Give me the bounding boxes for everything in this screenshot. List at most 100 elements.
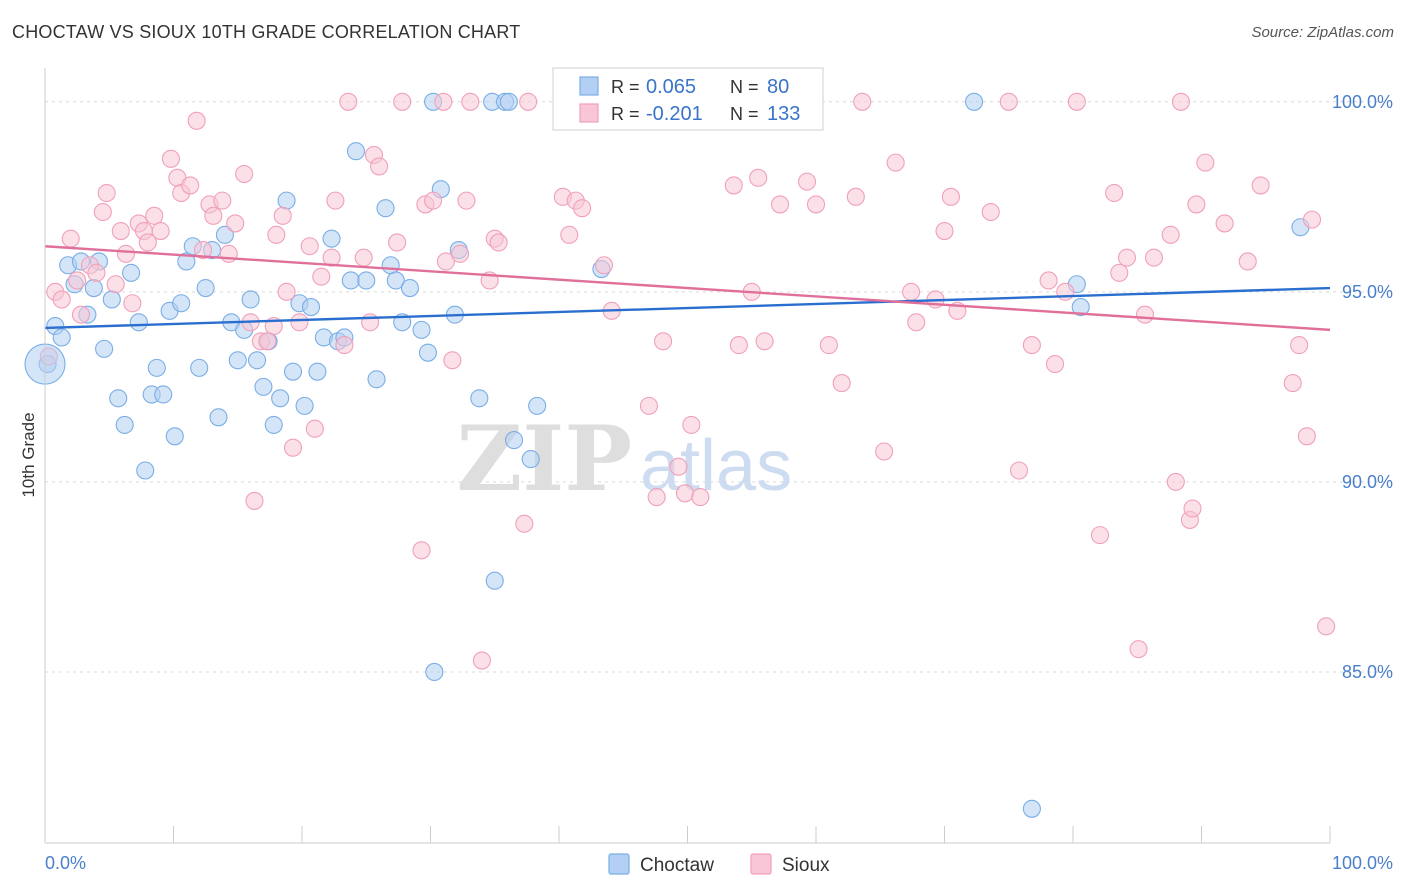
sioux-point	[1105, 183, 1124, 203]
sioux-point	[1215, 214, 1234, 233]
choctaw-point	[129, 313, 148, 332]
choctaw-point	[400, 279, 419, 298]
x-tick-label: 100.0%	[1332, 853, 1393, 873]
sioux-point	[461, 92, 480, 111]
choctaw-point	[122, 263, 141, 282]
sioux-point	[853, 92, 872, 111]
legend-n-label: N =	[730, 104, 759, 124]
choctaw-point	[190, 358, 209, 377]
sioux-point	[1183, 499, 1202, 518]
sioux-point	[354, 248, 373, 267]
sioux-point	[489, 233, 508, 252]
sioux-point	[472, 651, 491, 670]
sioux-point	[393, 92, 412, 111]
sioux-point	[1196, 153, 1215, 172]
choctaw-point	[485, 571, 504, 590]
sioux-point	[902, 282, 921, 301]
choctaw-point	[1022, 799, 1041, 818]
sioux-point	[219, 244, 238, 263]
watermark-atlas: atlas	[640, 426, 792, 506]
sioux-point	[806, 195, 826, 214]
legend-swatch	[579, 103, 599, 123]
watermark: ZIP atlas	[457, 406, 793, 512]
sioux-point	[145, 206, 164, 225]
trend-layer	[44, 245, 1331, 332]
sioux-point	[755, 332, 774, 351]
sioux-point	[116, 244, 136, 263]
legend-n-label: N =	[730, 77, 759, 97]
choctaw-point	[215, 225, 234, 244]
sioux-point	[181, 176, 200, 195]
choctaw-point	[177, 252, 196, 271]
sioux-point	[654, 332, 673, 351]
sioux-point	[1166, 472, 1185, 491]
choctaw-point	[102, 290, 121, 309]
choctaw-point	[521, 450, 540, 469]
choctaw-point	[301, 298, 321, 317]
choctaw-point	[52, 328, 71, 347]
sioux-point	[729, 336, 748, 355]
sioux-point	[388, 233, 407, 252]
sioux-point	[1238, 252, 1257, 271]
sioux-point	[226, 214, 245, 233]
sioux-point	[151, 221, 170, 241]
choctaw-point	[308, 362, 327, 381]
choctaw-legend-swatch	[608, 853, 630, 875]
sioux-point	[749, 168, 768, 187]
sioux-point	[639, 396, 659, 415]
sioux-point	[1090, 526, 1110, 545]
sioux-point	[886, 153, 905, 172]
sioux-point	[97, 183, 116, 203]
legend-r-value: -0.201	[646, 103, 703, 125]
choctaw-point	[499, 92, 518, 111]
choctaw-point	[95, 339, 114, 358]
sioux-point	[797, 172, 817, 191]
sioux-point	[68, 271, 87, 290]
sioux-point	[1135, 305, 1155, 324]
choctaw-point	[277, 191, 296, 210]
choctaw-point	[357, 271, 376, 290]
choctaw-point	[109, 389, 128, 408]
legend-swatch	[579, 76, 599, 96]
legend-r-label: R =	[611, 77, 640, 97]
sioux-point	[412, 541, 431, 560]
choctaw-point	[1071, 298, 1090, 317]
legend: R = 0.065 N = 80 R = -0.201 N = 133	[552, 67, 824, 131]
sioux-point	[675, 484, 694, 503]
chart-title: CHOCTAW VS SIOUX 10TH GRADE CORRELATION …	[12, 22, 521, 42]
choctaw-point	[196, 279, 215, 298]
sioux-point	[691, 488, 710, 507]
sioux-point	[283, 438, 303, 457]
sioux-point	[52, 290, 71, 309]
sioux-point	[999, 92, 1018, 111]
sioux-point	[1161, 225, 1180, 244]
sioux-point	[204, 206, 223, 225]
choctaw-point	[264, 415, 283, 434]
sioux-point	[724, 176, 743, 195]
sioux-point	[300, 237, 319, 256]
choctaw-legend-label: Choctaw	[640, 855, 714, 876]
sioux-legend-swatch	[750, 853, 772, 875]
legend-r-label: R =	[611, 104, 640, 124]
sioux-point	[273, 206, 292, 225]
sioux-point	[594, 256, 614, 275]
choctaw-point	[271, 389, 290, 408]
sioux-point	[187, 111, 206, 130]
sioux-point	[138, 233, 157, 252]
sioux-point	[322, 248, 341, 267]
sioux-point	[846, 187, 865, 206]
choctaw-point	[247, 351, 267, 370]
sioux-point	[245, 491, 264, 510]
choctaw-point	[367, 370, 386, 389]
choctaw-point	[147, 358, 166, 377]
sioux-point	[123, 294, 142, 313]
sioux-point	[451, 244, 470, 263]
sioux-point	[457, 191, 476, 210]
choctaw-point	[209, 408, 228, 427]
sioux-point	[1045, 355, 1065, 374]
sioux-point	[1283, 374, 1302, 393]
sioux-point	[1056, 282, 1075, 301]
choctaw-point	[376, 199, 395, 218]
watermark-zip: ZIP	[457, 406, 632, 512]
